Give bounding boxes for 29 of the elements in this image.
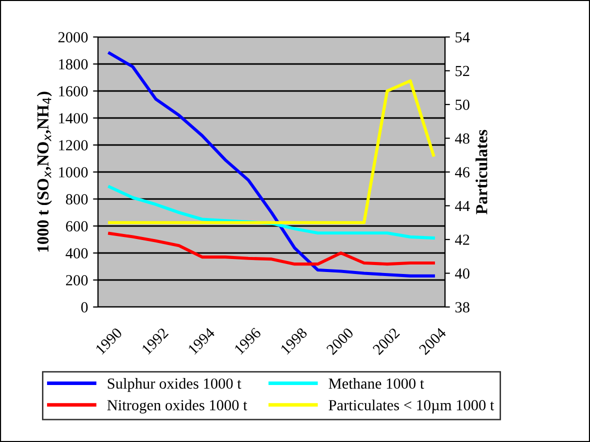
y2-tick-label: 46 [455,167,470,178]
legend-label: Sulphur oxides 1000 t [108,378,242,392]
y-tick-label: 2000 [58,32,88,42]
y-tick-label: 600 [66,221,88,232]
y2-tick-label: 38 [455,302,470,312]
y-tick-label: 1200 [59,140,88,150]
y-tick-label: 1600 [59,86,88,96]
legend-label: Particulates < 10µm 1000 t [328,400,494,414]
y2-tick-label: 52 [456,66,470,76]
y-tick-label: 800 [66,194,88,204]
line-series [108,79,435,224]
y-tick-label: 400 [66,248,88,258]
y2-tick-label: 48 [455,133,470,144]
y-tick-label: 1400 [59,113,88,124]
legend-label: Methane 1000 t [328,378,424,389]
y2-tick-label: 54 [456,32,470,42]
y-tick-label: 1000 [59,167,88,178]
y-tick-label: 200 [66,275,88,286]
y2-tick-label: 40 [455,268,470,279]
y-tick-label: 1800 [59,59,88,70]
y2-tick-label: 44 [455,200,470,212]
y2-tick-label: 50 [456,100,470,110]
legend-label: Nitrogen oxides 1000 t [107,400,248,414]
y2-axis-title: Particulates [476,130,488,214]
y2-tick-label: 42 [455,234,470,245]
y-axis-title: 1000 t (SO$_{x}$,NO$_{x}$,NH$_{4}$) [36,92,52,252]
line-series [108,232,435,266]
y-tick-label: 0 [81,302,88,312]
line-series [108,52,435,278]
